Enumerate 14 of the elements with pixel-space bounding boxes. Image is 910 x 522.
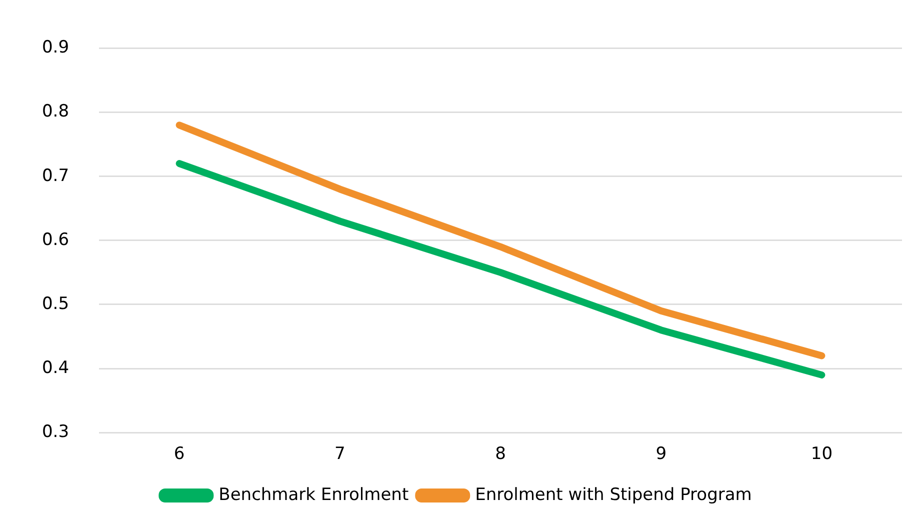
x-tick-label: 6 [174,444,185,464]
y-tick-label: 0.9 [42,38,70,58]
y-tick-label: 0.8 [42,102,70,122]
y-tick-label: 0.7 [42,166,70,186]
y-tick-label: 0.3 [42,422,70,442]
y-tick-label: 0.4 [42,358,70,378]
y-tick-label: 0.6 [42,230,70,250]
y-tick-label: 0.5 [42,294,70,314]
x-tick-label: 8 [495,444,506,464]
x-tick-label: 7 [334,444,346,464]
x-tick-label: 10 [810,444,833,464]
x-tick-label: 9 [656,444,667,464]
legend-label: Enrolment with Stipend Program [475,484,752,505]
legend-label: Benchmark Enrolment [218,484,409,505]
